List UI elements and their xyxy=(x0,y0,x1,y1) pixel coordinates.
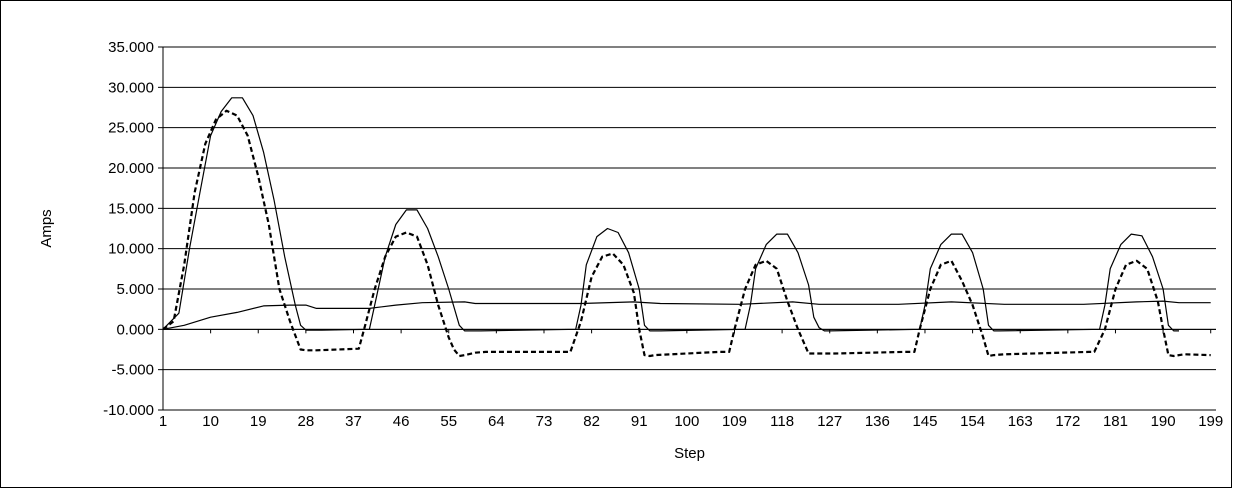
x-tick-label: 19 xyxy=(250,413,267,430)
x-axis-title: Step xyxy=(674,445,705,462)
y-tick-label: 20.000 xyxy=(108,160,154,177)
x-tick-label: 145 xyxy=(912,413,937,430)
x-tick-label: 37 xyxy=(345,413,362,430)
y-tick-label: -5.000 xyxy=(111,362,154,379)
x-tick-label: 10 xyxy=(202,413,219,430)
x-tick-label: 46 xyxy=(393,413,410,430)
x-tick-label: 109 xyxy=(722,413,747,430)
x-tick-label: 163 xyxy=(1008,413,1033,430)
y-tick-label: 10.000 xyxy=(108,241,154,258)
grid-lines xyxy=(163,46,1216,411)
y-tick-label: -10.000 xyxy=(103,402,154,419)
y-tick-label: 30.000 xyxy=(108,79,154,96)
y-axis-title: Amps xyxy=(38,209,55,247)
axes xyxy=(158,46,1216,411)
y-tick-label: 25.000 xyxy=(108,120,154,137)
x-tick-label: 190 xyxy=(1151,413,1176,430)
x-tick-label: 28 xyxy=(298,413,315,430)
series-lines xyxy=(162,97,1211,358)
y-tick-label: 5.000 xyxy=(116,281,154,298)
y-tick-labels: -10.000 -5.000 0.000 5.000 10.000 15.000 20.00… xyxy=(103,39,154,419)
x-tick-labels: 1 10 19 28 37 46 55 64 73 82 91 100 109 118 127 136 145 1… xyxy=(159,413,1223,430)
x-tick-label: 73 xyxy=(536,413,553,430)
x-tick-label: 1 xyxy=(159,413,167,430)
y-tick-label: 35.000 xyxy=(108,39,154,56)
y-tick-label: 15.000 xyxy=(108,200,154,217)
series-line-3 xyxy=(162,300,1211,330)
x-tick-label: 91 xyxy=(631,413,648,430)
x-tick-label: 100 xyxy=(674,413,699,430)
series-line-1 xyxy=(162,97,1179,332)
x-tick-label: 82 xyxy=(583,413,600,430)
x-tick-label: 118 xyxy=(770,413,794,430)
x-tick-label: 172 xyxy=(1055,413,1080,430)
x-tick-label: 64 xyxy=(488,413,505,430)
x-tick-label: 136 xyxy=(865,413,890,430)
x-tick-label: 181 xyxy=(1103,413,1128,430)
x-tick-label: 127 xyxy=(817,413,842,430)
x-tick-label: 199 xyxy=(1198,413,1223,430)
x-tick-label: 55 xyxy=(440,413,457,430)
series-line-2 xyxy=(162,109,1211,358)
x-tick-label: 154 xyxy=(960,413,985,430)
y-tick-label: 0.000 xyxy=(116,321,154,338)
